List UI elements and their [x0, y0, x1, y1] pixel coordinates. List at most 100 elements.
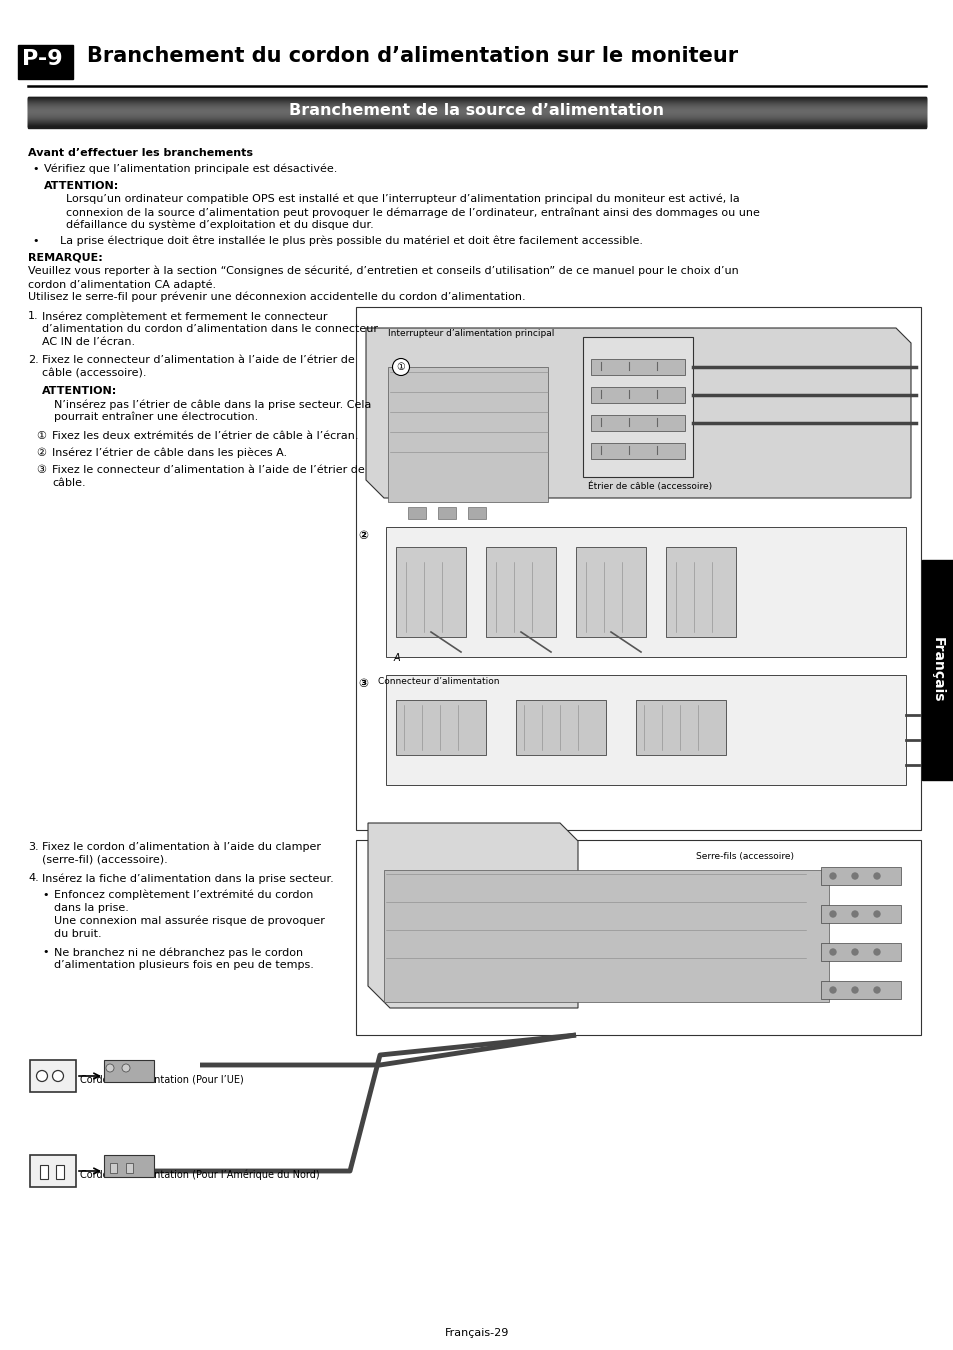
Circle shape — [829, 949, 835, 954]
Bar — [582, 338, 692, 477]
Bar — [590, 414, 684, 431]
Bar — [28, 99, 925, 100]
Text: (serre-fil) (accessoire).: (serre-fil) (accessoire). — [42, 855, 168, 865]
Bar — [28, 115, 925, 116]
Text: d’alimentation plusieurs fois en peu de temps.: d’alimentation plusieurs fois en peu de … — [54, 960, 314, 971]
Bar — [28, 112, 925, 113]
Text: Ne branchez ni ne débranchez pas le cordon: Ne branchez ni ne débranchez pas le cord… — [54, 946, 303, 957]
Bar — [28, 119, 925, 120]
Text: défaillance du système d’exploitation et du disque dur.: défaillance du système d’exploitation et… — [66, 220, 374, 231]
Circle shape — [106, 1064, 113, 1072]
Bar — [28, 103, 925, 104]
Bar — [28, 112, 925, 113]
Bar — [28, 109, 925, 112]
Bar — [28, 122, 925, 123]
Circle shape — [851, 949, 857, 954]
Bar — [28, 124, 925, 126]
Bar — [28, 122, 925, 123]
Bar — [104, 1156, 153, 1177]
Bar — [386, 526, 905, 657]
Bar — [28, 105, 925, 107]
Bar — [821, 944, 900, 961]
Polygon shape — [368, 824, 578, 1008]
Text: ③: ③ — [36, 464, 46, 475]
Text: Veuillez vous reporter à la section “Consignes de sécurité, d’entretien et conse: Veuillez vous reporter à la section “Con… — [28, 266, 738, 277]
Bar — [28, 123, 925, 124]
Bar — [437, 508, 456, 518]
Bar — [28, 103, 925, 104]
Bar — [28, 96, 925, 99]
Bar — [28, 122, 925, 123]
Text: Serre-fils (accessoire): Serre-fils (accessoire) — [696, 852, 793, 861]
Bar — [28, 119, 925, 120]
Text: P-9: P-9 — [22, 49, 63, 69]
Bar — [821, 981, 900, 999]
Bar — [28, 97, 925, 99]
Text: AC IN de l’écran.: AC IN de l’écran. — [42, 338, 135, 347]
Text: Connecteur d’alimentation: Connecteur d’alimentation — [377, 676, 499, 686]
Text: ATTENTION:: ATTENTION: — [44, 181, 119, 190]
Text: cordon d’alimentation CA adapté.: cordon d’alimentation CA adapté. — [28, 279, 216, 289]
Text: Insérez complètement et fermement le connecteur: Insérez complètement et fermement le con… — [42, 310, 327, 321]
Bar — [28, 104, 925, 107]
Bar — [28, 113, 925, 115]
Text: Cordon d’alimentation (Pour l’UE): Cordon d’alimentation (Pour l’UE) — [80, 1075, 244, 1084]
Bar — [28, 107, 925, 108]
Text: Fixez le connecteur d’alimentation à l’aide de l’étrier de: Fixez le connecteur d’alimentation à l’a… — [52, 464, 364, 475]
Bar — [28, 120, 925, 121]
Bar — [30, 1060, 76, 1092]
Text: dans la prise.: dans la prise. — [54, 903, 129, 913]
Text: Étrier de câble (accessoire): Étrier de câble (accessoire) — [587, 482, 711, 491]
Polygon shape — [366, 328, 910, 498]
Bar — [468, 508, 485, 518]
Circle shape — [851, 911, 857, 917]
Bar — [921, 560, 953, 780]
Text: Une connexion mal assurée risque de provoquer: Une connexion mal assurée risque de prov… — [54, 917, 325, 926]
Bar — [485, 547, 556, 637]
Bar — [28, 126, 925, 127]
Text: A: A — [394, 653, 400, 663]
Bar — [28, 120, 925, 121]
Text: Fixez le connecteur d’alimentation à l’aide de l’étrier de: Fixez le connecteur d’alimentation à l’a… — [42, 355, 355, 364]
Bar — [28, 100, 925, 103]
Circle shape — [873, 987, 879, 994]
Circle shape — [52, 1071, 64, 1081]
Circle shape — [122, 1064, 130, 1072]
Bar — [395, 547, 465, 637]
Bar — [636, 701, 725, 755]
Bar — [590, 359, 684, 375]
Bar — [28, 100, 925, 101]
Bar — [28, 97, 925, 99]
Bar — [28, 123, 925, 124]
Bar — [30, 1156, 76, 1187]
Text: Cordon d’alimentation (Pour l’Amérique du Nord): Cordon d’alimentation (Pour l’Amérique d… — [80, 1169, 319, 1180]
Bar — [28, 115, 925, 116]
Bar — [28, 111, 925, 112]
Bar — [408, 508, 426, 518]
Text: •: • — [32, 163, 38, 174]
Circle shape — [851, 873, 857, 879]
Text: ATTENTION:: ATTENTION: — [42, 386, 117, 396]
Bar — [576, 547, 645, 637]
Bar — [28, 117, 925, 119]
Bar — [28, 108, 925, 109]
Text: 4.: 4. — [28, 873, 39, 883]
Bar — [28, 107, 925, 108]
Text: du bruit.: du bruit. — [54, 929, 102, 940]
Bar — [28, 99, 925, 100]
Text: ②: ② — [36, 448, 46, 458]
Bar — [821, 904, 900, 923]
Text: Fixez le cordon d’alimentation à l’aide du clamper: Fixez le cordon d’alimentation à l’aide … — [42, 842, 320, 852]
Text: 2.: 2. — [28, 355, 39, 364]
Text: ①: ① — [36, 431, 46, 441]
Text: •: • — [42, 946, 49, 957]
Bar — [355, 306, 920, 830]
Bar — [28, 126, 925, 127]
Text: câble.: câble. — [52, 478, 86, 487]
Bar — [28, 109, 925, 111]
Bar — [110, 1162, 117, 1173]
Text: Insérez la fiche d’alimentation dans la prise secteur.: Insérez la fiche d’alimentation dans la … — [42, 873, 334, 883]
Bar — [665, 547, 735, 637]
Circle shape — [829, 873, 835, 879]
Text: •: • — [42, 890, 49, 900]
